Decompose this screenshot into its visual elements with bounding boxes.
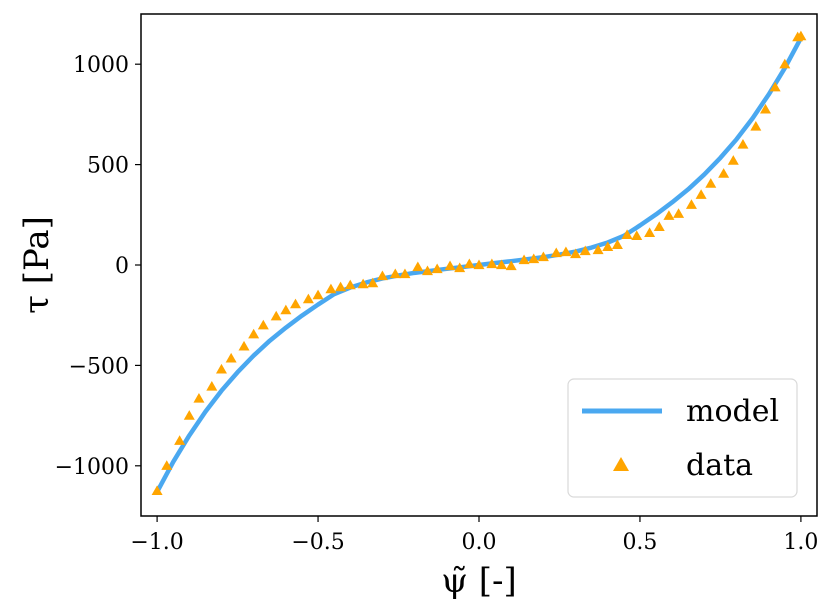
data-point	[389, 268, 401, 279]
x-tick-label: −1.0	[130, 530, 183, 555]
data-point	[528, 253, 540, 264]
data-point	[206, 380, 218, 391]
data-point	[412, 261, 424, 272]
data-point	[174, 435, 186, 445]
data-point	[312, 289, 324, 300]
y-tick-label: −1000	[55, 455, 129, 480]
y-tick-label: 500	[87, 154, 129, 179]
y-tick-label: 0	[115, 254, 129, 279]
legend: model data	[567, 378, 798, 498]
data-point	[663, 210, 675, 220]
data-point	[344, 279, 356, 290]
data-point	[602, 241, 614, 252]
y-axis-label: τ [Pa]	[17, 216, 57, 314]
data-point	[161, 460, 173, 470]
data-point	[431, 263, 443, 274]
data-point	[779, 58, 791, 69]
data-point	[183, 410, 195, 420]
data-point	[737, 139, 749, 149]
data-point	[238, 340, 250, 351]
data-point	[367, 277, 379, 288]
data-point	[399, 268, 411, 279]
data-point	[376, 270, 388, 281]
series-layer	[151, 30, 807, 496]
data-point	[653, 221, 665, 231]
data-point	[421, 265, 433, 276]
data-point	[335, 281, 347, 292]
data-point	[505, 260, 517, 271]
x-tick-label: −0.5	[291, 530, 344, 555]
data-point	[705, 178, 717, 188]
data-point	[795, 30, 807, 41]
data-point	[570, 248, 582, 259]
data-point	[225, 352, 237, 363]
data-point	[695, 189, 707, 199]
data-point	[357, 278, 369, 289]
data-point	[685, 199, 697, 209]
data-point	[550, 247, 562, 258]
legend-label-data: data	[686, 448, 753, 483]
x-tick-label: 1.0	[783, 530, 818, 555]
data-point	[750, 120, 762, 131]
y-tick-label: −500	[69, 354, 129, 379]
axes-layer: −1.0 −0.5 0.0 0.5 1.0 −1000 −500 0 500 1000 ψ̃ [-]…	[17, 13, 818, 601]
data-point	[631, 230, 643, 241]
x-tick-label: 0.0	[462, 530, 497, 555]
data-point	[454, 262, 466, 273]
data-point	[290, 298, 302, 309]
x-tick-label: 0.5	[622, 530, 657, 555]
data-point	[151, 485, 163, 496]
data-point	[193, 393, 205, 403]
data-point	[560, 246, 572, 257]
data-point	[325, 283, 337, 294]
data-point	[579, 245, 591, 256]
data-point	[621, 229, 633, 240]
data-point	[718, 168, 730, 178]
data-point	[518, 254, 530, 265]
data-point	[769, 81, 781, 92]
data-point	[270, 310, 282, 321]
data-point	[727, 155, 739, 165]
data-point	[644, 227, 656, 237]
data-point	[486, 258, 498, 269]
data-point	[463, 258, 475, 269]
data-point	[302, 293, 314, 304]
data-point	[537, 251, 549, 262]
legend-data-swatch	[613, 457, 629, 471]
data-point	[257, 319, 269, 330]
y-tick-label: 1000	[73, 53, 129, 78]
data-point	[673, 208, 685, 218]
data-point	[611, 239, 623, 250]
data-point	[592, 244, 604, 255]
data-point	[444, 260, 456, 271]
data-point	[473, 259, 485, 270]
data-point	[248, 328, 260, 339]
data-point	[215, 363, 227, 374]
data-point	[496, 259, 508, 270]
x-axis-label: ψ̃ [-]	[441, 561, 517, 601]
data-point	[280, 304, 292, 315]
data-point	[759, 103, 771, 114]
legend-label-model: model	[686, 394, 779, 429]
